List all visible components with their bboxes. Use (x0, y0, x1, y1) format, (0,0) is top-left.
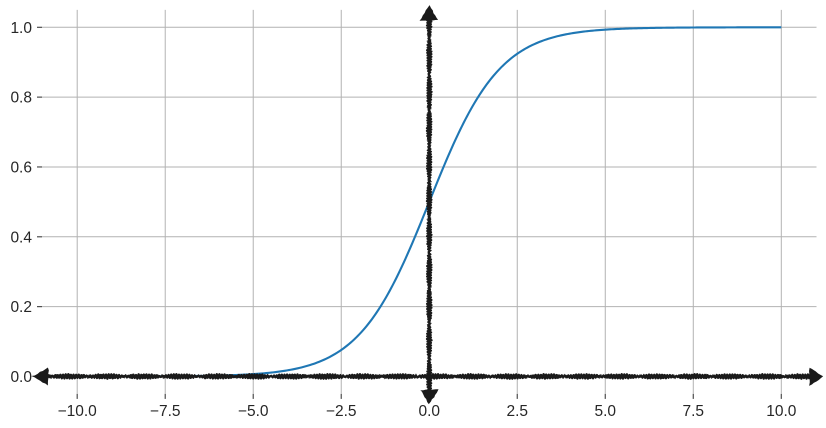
svg-text:0.6: 0.6 (10, 159, 32, 176)
svg-text:10.0: 10.0 (766, 403, 797, 420)
svg-text:0.0: 0.0 (418, 403, 440, 420)
svg-text:7.5: 7.5 (682, 403, 704, 420)
svg-text:2.5: 2.5 (506, 403, 528, 420)
svg-text:−7.5: −7.5 (150, 403, 181, 420)
svg-text:0.0: 0.0 (10, 369, 32, 386)
svg-text:0.8: 0.8 (10, 90, 32, 107)
svg-text:5.0: 5.0 (594, 403, 616, 420)
svg-text:1.0: 1.0 (10, 20, 32, 37)
svg-text:−5.0: −5.0 (238, 403, 269, 420)
svg-text:−2.5: −2.5 (326, 403, 357, 420)
svg-text:0.4: 0.4 (10, 229, 32, 246)
svg-text:−10.0: −10.0 (58, 403, 98, 420)
svg-text:0.2: 0.2 (10, 299, 32, 316)
